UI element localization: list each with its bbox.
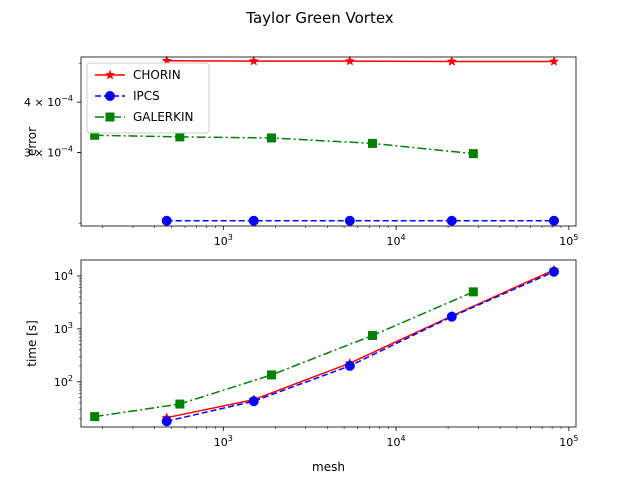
data-point-galerkin <box>468 287 478 297</box>
legend-marker-ipcs <box>105 91 115 101</box>
y-tick-label-base: 10 <box>54 270 68 283</box>
series-chorin <box>161 55 560 66</box>
series-ipcs <box>161 215 559 226</box>
x-tick-label-base: 10 <box>214 235 228 248</box>
data-point-galerkin <box>90 412 100 422</box>
y-axis-label: error <box>25 127 39 156</box>
x-axis-label: mesh <box>312 460 345 474</box>
data-point-ipcs <box>344 215 355 226</box>
y-axis-label: time [s] <box>25 320 39 367</box>
x-tick-label: 103 <box>214 233 233 248</box>
y-tick-label: 104 <box>54 268 73 283</box>
y-tick-label: 102 <box>54 374 73 389</box>
x-tick-label-exponent: 5 <box>573 434 578 443</box>
x-tick-label: 105 <box>559 434 578 449</box>
legend-label-ipcs: IPCS <box>133 89 160 103</box>
y-tick-label-base: 3 × 10 <box>24 146 61 159</box>
data-point-ipcs <box>161 215 172 226</box>
data-point-galerkin <box>367 330 377 340</box>
y-tick-label: 3 × 10−4 <box>24 144 73 159</box>
data-point-galerkin <box>175 132 185 142</box>
x-tick-label: 105 <box>559 233 578 248</box>
y-tick-label-base: 10 <box>54 323 68 336</box>
x-tick-label: 104 <box>387 233 406 248</box>
x-tick-label-exponent: 5 <box>573 233 578 242</box>
y-tick-label-exponent: 3 <box>68 321 73 330</box>
y-tick-label-exponent: −4 <box>61 94 73 103</box>
data-point-ipcs <box>248 396 259 407</box>
axes-frame <box>80 259 577 428</box>
y-tick-label-base: 10 <box>54 376 68 389</box>
data-point-ipcs <box>344 360 355 371</box>
data-point-galerkin <box>175 399 185 409</box>
data-point-chorin <box>344 55 356 66</box>
x-tick-label-base: 10 <box>387 436 401 449</box>
data-point-ipcs <box>161 416 172 427</box>
data-point-galerkin <box>367 138 377 148</box>
series-ipcs <box>161 266 559 427</box>
data-point-galerkin <box>266 133 276 143</box>
x-tick-label: 104 <box>387 434 406 449</box>
series-galerkin <box>90 287 478 422</box>
data-point-chorin <box>446 55 458 66</box>
legend-label-galerkin: GALERKIN <box>133 110 194 124</box>
x-tick-label-base: 10 <box>387 235 401 248</box>
legend-marker-galerkin <box>105 112 115 122</box>
x-tick-label-exponent: 3 <box>228 434 233 443</box>
x-tick-label-base: 10 <box>559 436 573 449</box>
legend-marker-chorin <box>104 69 116 80</box>
x-tick-label-exponent: 4 <box>401 434 406 443</box>
data-point-ipcs <box>446 215 457 226</box>
data-point-ipcs <box>548 215 559 226</box>
series-line-chorin <box>166 60 554 63</box>
data-point-chorin <box>248 55 260 66</box>
x-tick-label-exponent: 3 <box>228 233 233 242</box>
x-tick-label-base: 10 <box>559 235 573 248</box>
y-tick-label-exponent: 2 <box>68 374 73 383</box>
y-tick-label: 103 <box>54 321 73 336</box>
legend-label-chorin: CHORIN <box>133 68 181 82</box>
y-tick-label-base: 4 × 10 <box>24 96 61 109</box>
y-tick-label-exponent: −4 <box>61 144 73 153</box>
y-tick-label-exponent: 4 <box>68 268 73 277</box>
data-point-ipcs <box>248 215 259 226</box>
data-point-chorin <box>548 55 560 66</box>
x-tick-label: 103 <box>214 434 233 449</box>
figure-title: Taylor Green Vortex <box>245 9 394 27</box>
axes-frame <box>80 56 577 227</box>
data-point-ipcs <box>548 266 559 277</box>
y-tick-label: 4 × 10−4 <box>24 94 73 109</box>
x-tick-label-base: 10 <box>214 436 228 449</box>
x-tick-label-exponent: 4 <box>401 233 406 242</box>
series-galerkin <box>90 130 478 159</box>
legend-box <box>86 62 210 134</box>
data-point-galerkin <box>468 149 478 159</box>
data-point-ipcs <box>446 311 457 322</box>
data-point-galerkin <box>266 370 276 380</box>
legend: CHORIN IPCS GALERKIN <box>86 62 210 134</box>
